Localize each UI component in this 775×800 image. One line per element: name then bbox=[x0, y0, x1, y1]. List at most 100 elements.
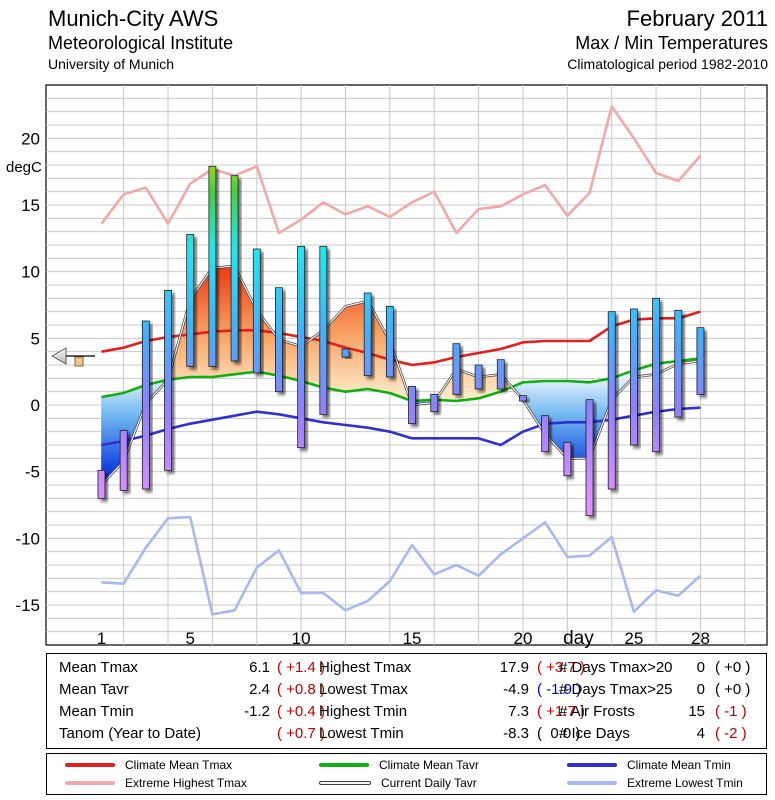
stat-anomaly: ( -1.9 ) bbox=[537, 681, 582, 698]
y-tick-label: 5 bbox=[31, 329, 40, 348]
stat-anomaly: ( +0.7 ) bbox=[277, 725, 325, 742]
statistics-panel: Mean Tmax 6.1 ( +1.4 ) Highest Tmax 17.9 ( +3… bbox=[46, 653, 767, 749]
legend-swatch bbox=[567, 763, 617, 767]
extreme-highest-tmax-line bbox=[100, 105, 702, 235]
temperature-range-bar bbox=[252, 248, 261, 374]
chart-subtitle: Max / Min Temperatures bbox=[575, 33, 768, 53]
stat-label: Lowest Tmax bbox=[319, 681, 408, 698]
climatological-period: Climatological period 1982-2010 bbox=[567, 56, 768, 72]
legend-item: Extreme Lowest Tmin bbox=[567, 774, 743, 792]
temperature-range-bar bbox=[97, 469, 106, 499]
temperature-range-bar bbox=[674, 309, 683, 418]
stat-label: Mean Tavr bbox=[59, 681, 129, 698]
stat-label: Lowest Tmin bbox=[319, 725, 404, 742]
temperature-range-bar bbox=[629, 308, 638, 446]
temperature-range-bar bbox=[452, 343, 461, 395]
legend-swatch bbox=[65, 763, 115, 767]
temperature-range-bar bbox=[341, 348, 350, 358]
temperature-range-bar bbox=[319, 245, 328, 415]
x-tick-label: 15 bbox=[403, 629, 422, 648]
climate-mean-tmax-line bbox=[101, 310, 701, 367]
temperature-range-bar bbox=[141, 320, 150, 490]
legend: Climate Mean Tmax Climate Mean Tavr Climat… bbox=[46, 753, 767, 795]
stat-value: 6.1 bbox=[249, 659, 270, 676]
stat-label: Highest Tmin bbox=[319, 703, 408, 720]
legend-swatch bbox=[319, 781, 371, 785]
temperature-range-bar bbox=[230, 175, 239, 362]
y-tick-label: 20 bbox=[21, 129, 40, 148]
temperature-range-bar bbox=[275, 287, 283, 393]
climate-mean-tavr-line bbox=[101, 357, 701, 403]
climate-mean-tmin-line bbox=[101, 406, 701, 447]
temperature-range-bar bbox=[519, 395, 527, 402]
legend-label: Climate Mean Tmax bbox=[125, 758, 233, 772]
temperature-range-bar bbox=[652, 297, 660, 453]
stat-anomaly: ( +0.8 ) bbox=[277, 681, 325, 698]
temperature-range-bar bbox=[408, 385, 416, 425]
temperature-range-bar bbox=[430, 393, 439, 413]
y-tick-label: -10 bbox=[15, 529, 40, 548]
temperature-range-bar bbox=[363, 292, 372, 377]
stat-anomaly: ( +0 ) bbox=[715, 681, 751, 698]
stat-label: # Air Frosts bbox=[559, 703, 635, 720]
x-tick-label: 1 bbox=[97, 629, 106, 648]
stat-label: # Days Tmax>25 bbox=[559, 681, 673, 698]
stat-anomaly: ( -2 ) bbox=[715, 725, 747, 742]
stat-label: Highest Tmax bbox=[319, 659, 412, 676]
stat-label: # Ice Days bbox=[559, 725, 630, 742]
x-tick-label: 28 bbox=[691, 629, 710, 648]
temperature-range-bar bbox=[297, 245, 306, 449]
temperature-range-bar bbox=[607, 311, 616, 490]
legend-label: Current Daily Tavr bbox=[381, 776, 477, 790]
x-tick-label: 20 bbox=[514, 629, 533, 648]
temperature-range-bar bbox=[164, 289, 172, 471]
y-tick-label: 0 bbox=[31, 396, 40, 415]
legend-item: Climate Mean Tavr bbox=[319, 756, 479, 774]
temperature-range-bar bbox=[186, 233, 195, 367]
stat-anomaly: ( +3.7 ) bbox=[537, 659, 585, 676]
university-name: University of Munich bbox=[48, 56, 175, 72]
stat-value: 4 bbox=[696, 725, 705, 742]
stat-value: 0 bbox=[696, 681, 705, 698]
stat-anomaly: ( -1 ) bbox=[715, 703, 747, 720]
legend-item: Current Daily Tavr bbox=[319, 774, 477, 792]
temperature-range-bar bbox=[208, 165, 217, 367]
legend-item: Extreme Highest Tmax bbox=[65, 774, 247, 792]
institute-name: Meteorological Institute bbox=[48, 33, 234, 53]
extreme-lowest-tmin-line bbox=[101, 515, 702, 616]
y-tick-label: -5 bbox=[25, 463, 40, 482]
temperature-range-bar bbox=[385, 305, 394, 378]
stat-anomaly: ( +0.4 ) bbox=[277, 703, 325, 720]
x-tick-label: 10 bbox=[292, 629, 311, 648]
stat-value: -4.9 bbox=[503, 681, 529, 698]
legend-label: Extreme Lowest Tmin bbox=[627, 776, 743, 790]
x-tick-label: 25 bbox=[624, 629, 643, 648]
temperature-range-bar bbox=[496, 359, 505, 390]
temperature-range-bar bbox=[541, 415, 550, 453]
legend-label: Climate Mean Tavr bbox=[379, 758, 479, 772]
legend-item: Climate Mean Tmax bbox=[65, 756, 232, 774]
stat-label: Mean Tmax bbox=[59, 659, 138, 676]
y-tick-label: -15 bbox=[15, 596, 40, 615]
legend-item: Climate Mean Tmin bbox=[567, 756, 731, 774]
temperature-range-bar bbox=[585, 399, 594, 517]
stat-value: 2.4 bbox=[249, 681, 270, 698]
y-tick-label: 10 bbox=[21, 263, 40, 282]
stat-label: # Days Tmax>20 bbox=[559, 659, 673, 676]
legend-swatch bbox=[567, 781, 617, 785]
legend-swatch bbox=[319, 763, 369, 767]
legend-swatch bbox=[65, 781, 115, 785]
annual-anomaly-marker bbox=[50, 347, 95, 367]
station-title: Munich-City AWS bbox=[48, 6, 219, 31]
temperature-range-bar bbox=[474, 364, 483, 390]
y-axis-label: degC bbox=[6, 159, 42, 176]
x-tick-label: 5 bbox=[185, 629, 194, 648]
temperature-range-bar bbox=[696, 327, 705, 395]
y-tick-label: 15 bbox=[21, 196, 40, 215]
stat-label: Mean Tmin bbox=[59, 703, 134, 720]
stat-value: 15 bbox=[688, 703, 705, 720]
legend-label: Extreme Highest Tmax bbox=[125, 776, 247, 790]
stat-anomaly: ( +0 ) bbox=[715, 659, 751, 676]
stat-value: -1.2 bbox=[244, 703, 270, 720]
